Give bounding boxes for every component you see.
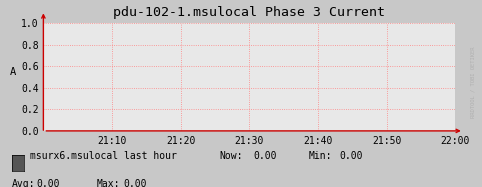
Text: Now:: Now: [219, 151, 243, 160]
Text: 0.00: 0.00 [253, 151, 277, 160]
Y-axis label: A: A [10, 67, 16, 77]
Text: Avg:: Avg: [12, 179, 36, 187]
Text: Max:: Max: [96, 179, 120, 187]
Text: 0.00: 0.00 [123, 179, 147, 187]
Text: 0.00: 0.00 [340, 151, 363, 160]
Text: msurx6.msulocal last hour: msurx6.msulocal last hour [30, 151, 177, 160]
Title: pdu-102-1.msulocal Phase 3 Current: pdu-102-1.msulocal Phase 3 Current [113, 6, 386, 19]
Text: RRDTOOL / TOBI OETIKER: RRDTOOL / TOBI OETIKER [471, 47, 476, 118]
Text: 0.00: 0.00 [36, 179, 60, 187]
Text: Min:: Min: [308, 151, 332, 160]
